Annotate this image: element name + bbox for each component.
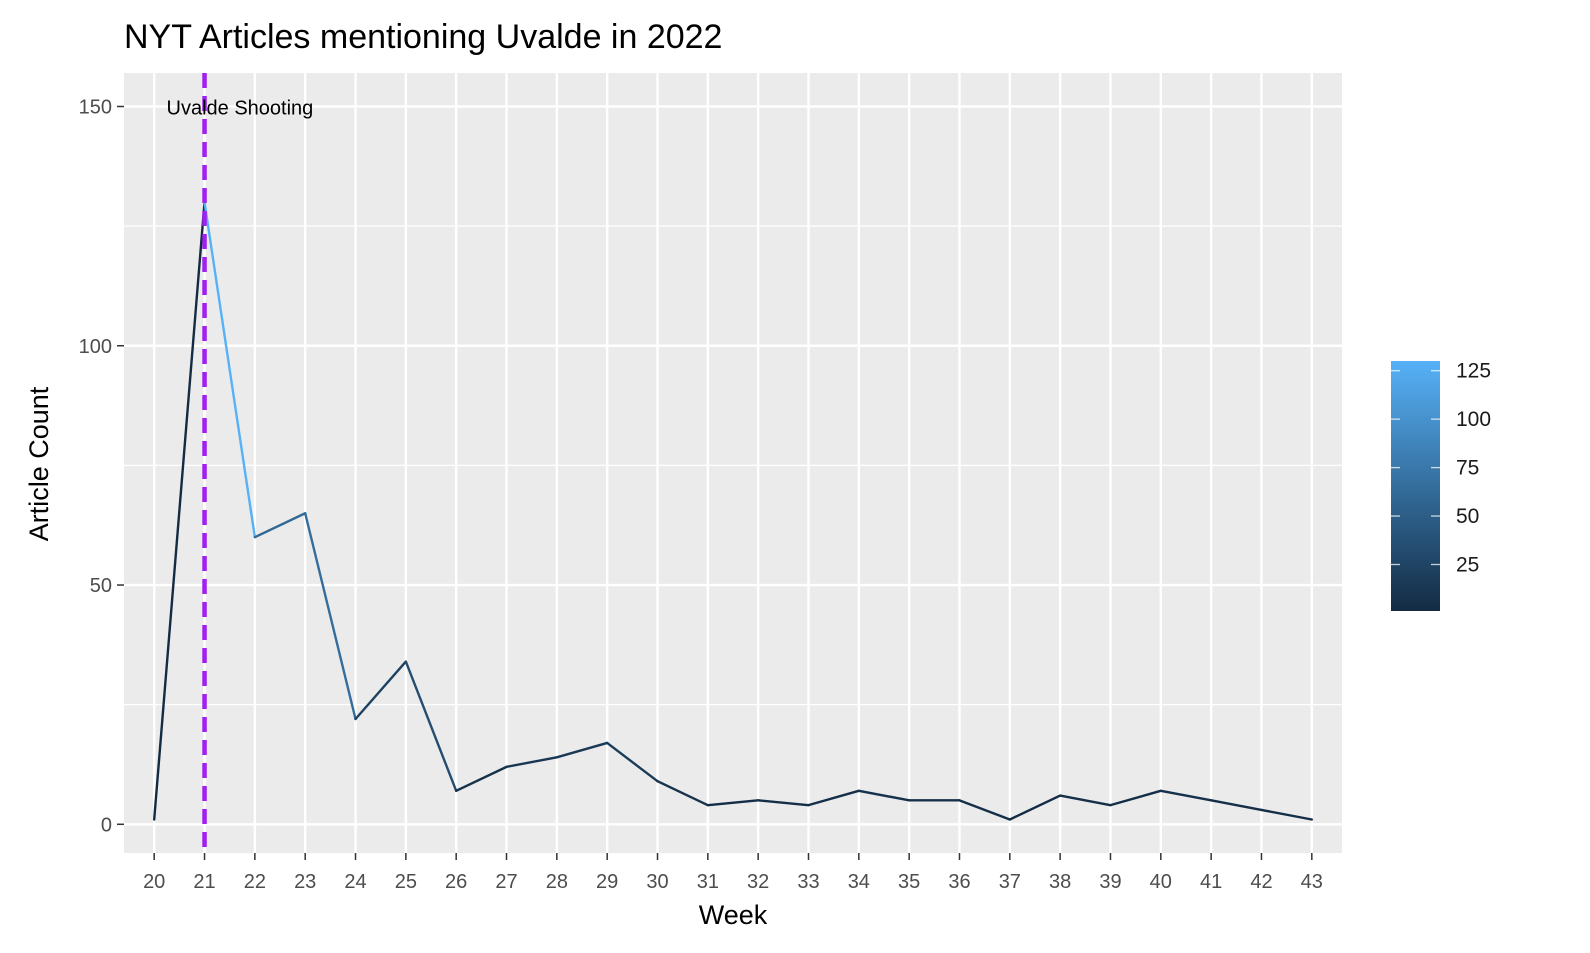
legend-colorbar — [1391, 361, 1440, 611]
line-segment — [1159, 789, 1213, 802]
x-tick-label: 38 — [1049, 871, 1071, 893]
legend-label: 75 — [1456, 457, 1479, 480]
line-segment — [1058, 794, 1112, 807]
x-tick-label: 22 — [244, 871, 266, 893]
line-segment — [1109, 789, 1163, 807]
plot-panel — [124, 73, 1342, 853]
x-tick-label: 30 — [646, 871, 668, 893]
x-tick-label: 36 — [948, 871, 970, 893]
line-segment — [706, 799, 760, 807]
annotation-label: Uvalde Shooting — [167, 97, 314, 119]
legend-label: 125 — [1456, 360, 1491, 383]
major-gridlines — [124, 73, 1342, 853]
color-legend: 25 50 75 100 125 — [1391, 360, 1491, 611]
line-segment — [958, 799, 1012, 821]
line-segment — [857, 789, 911, 802]
x-tick-label: 23 — [294, 871, 316, 893]
x-tick-label: 41 — [1200, 871, 1222, 893]
line-segment — [152, 201, 206, 821]
x-axis-title: Week — [699, 900, 768, 930]
series-line — [152, 201, 1314, 821]
line-segment — [505, 756, 559, 769]
x-tick-label: 20 — [143, 871, 165, 893]
line-segment — [1209, 799, 1263, 812]
line-segment — [303, 512, 357, 721]
x-tick-label: 42 — [1250, 871, 1272, 893]
line-segment — [605, 741, 659, 783]
x-tick-label: 26 — [445, 871, 467, 893]
x-tick-label: 34 — [848, 871, 870, 893]
x-tick-label: 39 — [1099, 871, 1121, 893]
line-segment — [807, 789, 861, 807]
x-tick-label: 29 — [596, 871, 618, 893]
x-tick-label: 31 — [697, 871, 719, 893]
y-tick-label: 150 — [79, 96, 112, 118]
legend-label: 50 — [1456, 505, 1479, 528]
x-tick-label: 40 — [1150, 871, 1172, 893]
y-tick-label: 100 — [79, 336, 112, 358]
line-segment — [756, 799, 810, 807]
x-axis: 20 21 22 23 24 25 26 27 28 29 30 31 32 33 34 35 36 37 38 39… — [143, 853, 1323, 893]
x-tick-label: 37 — [999, 871, 1021, 893]
y-axis-title: Article Count — [24, 386, 54, 541]
y-tick-label: 50 — [90, 575, 112, 597]
line-segment — [656, 780, 710, 807]
legend-label: 25 — [1456, 553, 1479, 576]
legend-label: 100 — [1456, 408, 1491, 431]
chart-title: NYT Articles mentioning Uvalde in 2022 — [124, 18, 722, 56]
line-segment — [555, 741, 609, 759]
x-tick-label: 43 — [1301, 871, 1323, 893]
line-segment — [1260, 808, 1314, 821]
x-tick-label: 21 — [193, 871, 215, 893]
x-tick-label: 35 — [898, 871, 920, 893]
minor-gridlines — [124, 225, 1342, 706]
x-tick-label: 28 — [546, 871, 568, 893]
line-segment — [354, 660, 408, 721]
y-axis: 0 50 100 150 — [79, 96, 124, 836]
x-tick-label: 33 — [797, 871, 819, 893]
x-tick-label: 27 — [495, 871, 517, 893]
y-tick-label: 0 — [101, 814, 112, 836]
x-tick-label: 25 — [395, 871, 417, 893]
x-tick-label: 32 — [747, 871, 769, 893]
x-tick-label: 24 — [344, 871, 366, 893]
line-segment — [404, 660, 458, 792]
line-segment — [454, 765, 508, 792]
line-segment — [253, 512, 307, 539]
line-segment — [203, 201, 257, 539]
line-segment — [1008, 794, 1062, 821]
